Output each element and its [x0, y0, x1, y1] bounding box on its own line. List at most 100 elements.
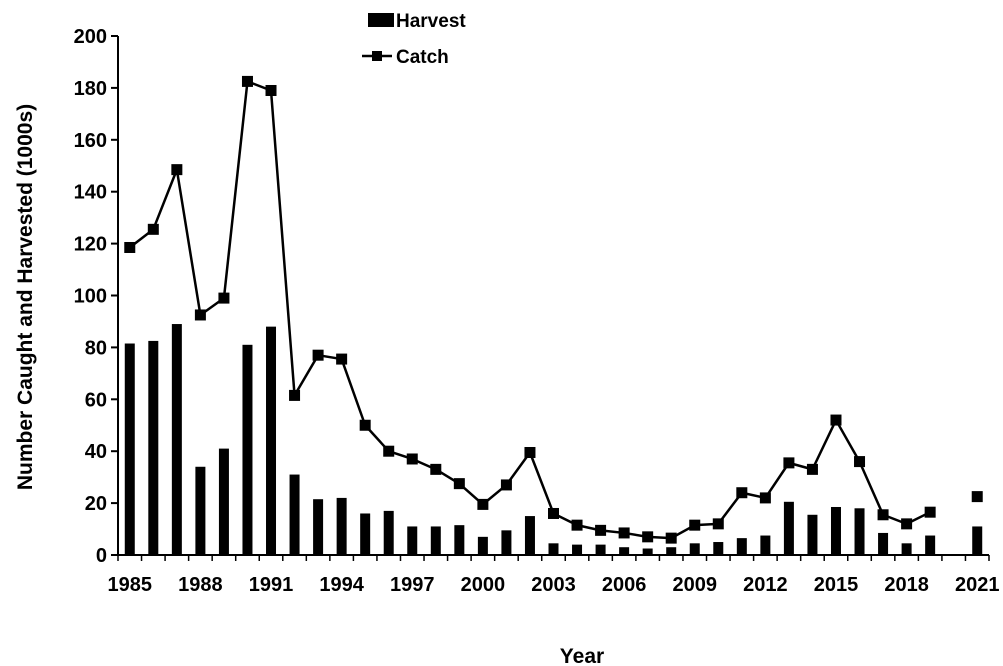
- x-axis-ticks: 1985 1988 1991 1994 1997 2000 2003 2006 2009 2012…: [108, 555, 1000, 596]
- x-tick-label: 1985: [108, 574, 153, 596]
- catch-point-1990: [241, 75, 253, 87]
- harvest-bar-2006: [619, 547, 630, 555]
- catch-point-2010: [712, 518, 724, 530]
- legend-catch-marker: [372, 51, 382, 61]
- legend-harvest-label: Harvest: [396, 11, 466, 32]
- harvest-bar-1999: [454, 525, 465, 555]
- harvest-bar-2008: [666, 547, 677, 555]
- harvest-bar-1986: [148, 340, 159, 555]
- x-tick-label: 1997: [390, 574, 435, 596]
- x-tick-label: 2000: [461, 574, 506, 596]
- harvest-bars: [124, 324, 983, 555]
- harvest-bar-2014: [807, 514, 818, 555]
- harvest-bar-2017: [878, 532, 889, 555]
- harvest-bar-1995: [360, 513, 371, 555]
- catch-point-1989: [218, 292, 230, 304]
- catch-point-2000: [477, 498, 489, 510]
- harvest-bar-2009: [689, 543, 700, 555]
- catch-line-layer: [124, 75, 983, 544]
- catch-point-1985: [124, 241, 136, 253]
- catch-point-2015: [830, 414, 842, 426]
- harvest-bar-2011: [736, 538, 747, 555]
- x-tick-label: 2012: [743, 574, 788, 596]
- catch-point-2018: [901, 518, 913, 530]
- harvest-bar-2007: [642, 548, 653, 555]
- harvest-bar-2016: [854, 508, 865, 555]
- y-axis-title: Number Caught and Harvested (1000s): [14, 104, 37, 490]
- catch-point-2007: [642, 531, 654, 543]
- harvest-bar-2010: [713, 542, 724, 555]
- harvest-bar-1998: [430, 526, 441, 555]
- catch-point-2014: [806, 463, 818, 475]
- y-tick-label: 0: [96, 545, 107, 567]
- catch-point-2021: [971, 491, 983, 503]
- harvest-bar-2021: [972, 526, 983, 555]
- y-axis-ticks: 0 20 40 60 80 100 120 140 160 180 200: [74, 26, 118, 567]
- harvest-bar-2012: [760, 535, 771, 555]
- y-tick-label: 120: [74, 234, 107, 256]
- harvest-bar-2004: [572, 544, 583, 555]
- catch-point-2009: [689, 519, 701, 531]
- y-tick-label: 20: [85, 493, 107, 515]
- legend-catch-label: Catch: [396, 47, 449, 68]
- catch-point-2006: [618, 527, 630, 539]
- x-tick-label: 2003: [531, 574, 576, 596]
- catch-point-1994: [336, 353, 348, 365]
- harvest-bar-1988: [195, 466, 206, 555]
- y-tick-label: 180: [74, 78, 107, 100]
- catch-point-2013: [783, 457, 795, 469]
- harvest-bar-1997: [407, 526, 418, 555]
- harvest-bar-2003: [548, 543, 559, 555]
- harvest-bar-1991: [266, 326, 277, 555]
- y-tick-label: 80: [85, 337, 107, 359]
- catch-point-1991: [265, 84, 277, 96]
- harvest-bar-1994: [336, 497, 347, 555]
- catch-point-2001: [500, 479, 512, 491]
- catch-point-1995: [359, 419, 371, 431]
- catch-point-2008: [665, 532, 677, 544]
- harvest-bar-1990: [242, 344, 253, 555]
- x-tick-label: 2021: [955, 574, 1000, 596]
- catch-point-1993: [312, 349, 324, 361]
- catch-point-1997: [406, 453, 418, 465]
- x-axis-title: Year: [560, 645, 604, 666]
- harvest-bar-1996: [383, 510, 394, 555]
- catch-point-2012: [759, 492, 771, 504]
- harvest-bar-2005: [595, 544, 606, 555]
- y-tick-label: 60: [85, 389, 107, 411]
- catch-point-1988: [194, 309, 206, 321]
- x-tick-label: 1988: [178, 574, 223, 596]
- legend: Harvest Catch: [362, 11, 466, 68]
- harvest-bar-1993: [313, 499, 324, 555]
- catch-point-1992: [289, 389, 301, 401]
- catch-point-2003: [548, 507, 559, 519]
- x-tick-label: 2018: [884, 574, 929, 596]
- catch-point-2011: [736, 487, 748, 499]
- x-tick-label: 2015: [814, 574, 859, 596]
- catch-point-2017: [877, 509, 889, 521]
- harvest-bar-2002: [524, 516, 535, 555]
- x-tick-label: 1994: [319, 574, 364, 596]
- catch-point-2016: [854, 456, 866, 468]
- harvest-bar-2015: [830, 506, 841, 555]
- x-tick-label: 2006: [602, 574, 647, 596]
- harvest-bar-2000: [477, 536, 488, 555]
- catch-point-1996: [383, 445, 395, 457]
- y-tick-label: 40: [85, 441, 107, 463]
- catch-point-2005: [595, 524, 607, 536]
- catch-point-1987: [171, 164, 183, 176]
- harvest-bar-1989: [218, 448, 229, 555]
- catch-point-2019: [924, 506, 936, 518]
- harvest-bar-1987: [171, 324, 182, 555]
- catch-point-1998: [430, 463, 442, 475]
- harvest-bar-2019: [925, 535, 936, 555]
- harvest-bar-2001: [501, 530, 512, 555]
- y-tick-label: 160: [74, 130, 107, 152]
- catch-point-1986: [147, 223, 159, 235]
- legend-harvest-swatch: [368, 13, 394, 27]
- harvest-bar-2018: [901, 543, 912, 555]
- catch-point-1999: [453, 478, 465, 490]
- harvest-bar-1992: [289, 474, 300, 555]
- catch-point-2004: [571, 519, 583, 531]
